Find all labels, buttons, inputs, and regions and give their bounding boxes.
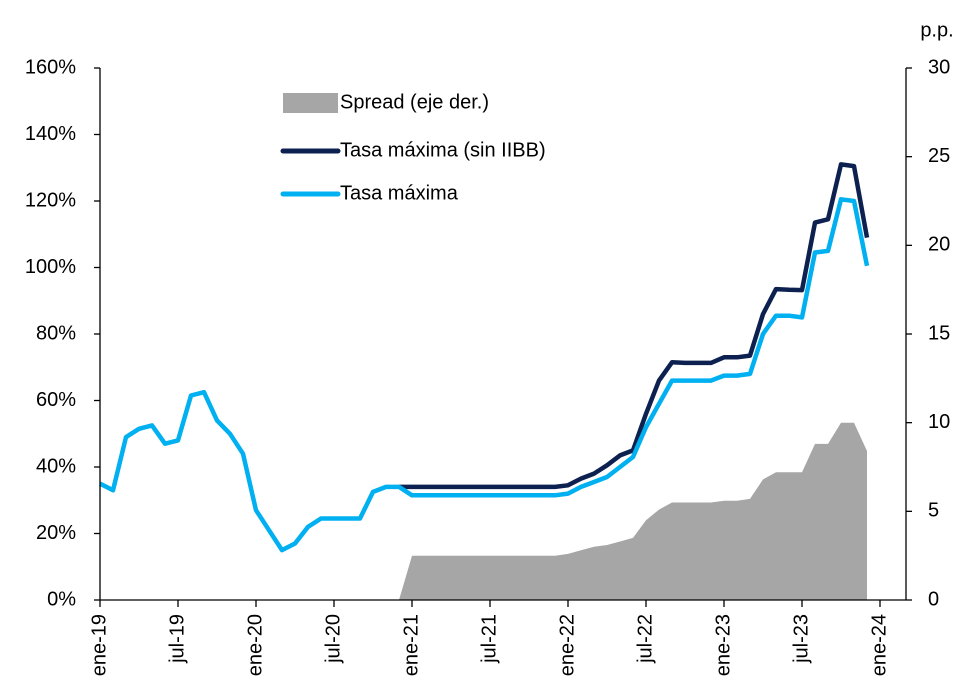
line	[98, 197, 870, 553]
legend-swatch	[283, 93, 338, 113]
y2-tick-label: 15	[928, 322, 950, 344]
y2-tick-label: 10	[928, 411, 950, 433]
y-tick-label: 40%	[36, 455, 76, 477]
y2-tick-label: 30	[928, 56, 950, 78]
y-tick-label: 120%	[25, 189, 76, 211]
y2-tick-label: 0	[928, 588, 939, 610]
y2-tick-label: 5	[928, 500, 939, 522]
x-tick-label: ene-22	[556, 614, 578, 676]
y2-tick-label: 25	[928, 145, 950, 167]
line	[399, 162, 870, 490]
legend-label: Spread (eje der.)	[340, 91, 489, 113]
legend-label: Tasa máxima	[340, 182, 459, 204]
x-tick-label: jul-21	[478, 614, 500, 664]
legend-label: Tasa máxima (sin IIBB)	[340, 139, 546, 161]
y-tick-label: 60%	[36, 389, 76, 411]
y-tick-label: 0%	[47, 588, 76, 610]
y2-axis-label: p.p.	[920, 19, 953, 41]
x-tick-label: ene-21	[400, 614, 422, 676]
x-tick-label: jul-20	[322, 614, 344, 664]
y-tick-label: 80%	[36, 322, 76, 344]
x-tick-label: ene-23	[712, 614, 734, 676]
y-tick-label: 100%	[25, 256, 76, 278]
x-tick-label: jul-23	[790, 614, 812, 664]
x-tick-label: jul-22	[634, 614, 656, 664]
x-tick-label: ene-24	[868, 614, 890, 676]
y-tick-label: 20%	[36, 522, 76, 544]
area	[399, 422, 867, 600]
x-tick-label: jul-19	[166, 614, 188, 664]
x-tick-label: ene-20	[244, 614, 266, 676]
y-tick-label: 160%	[25, 56, 76, 78]
x-tick-label: ene-19	[88, 614, 110, 676]
y2-tick-label: 20	[928, 234, 950, 256]
y-tick-label: 140%	[25, 123, 76, 145]
